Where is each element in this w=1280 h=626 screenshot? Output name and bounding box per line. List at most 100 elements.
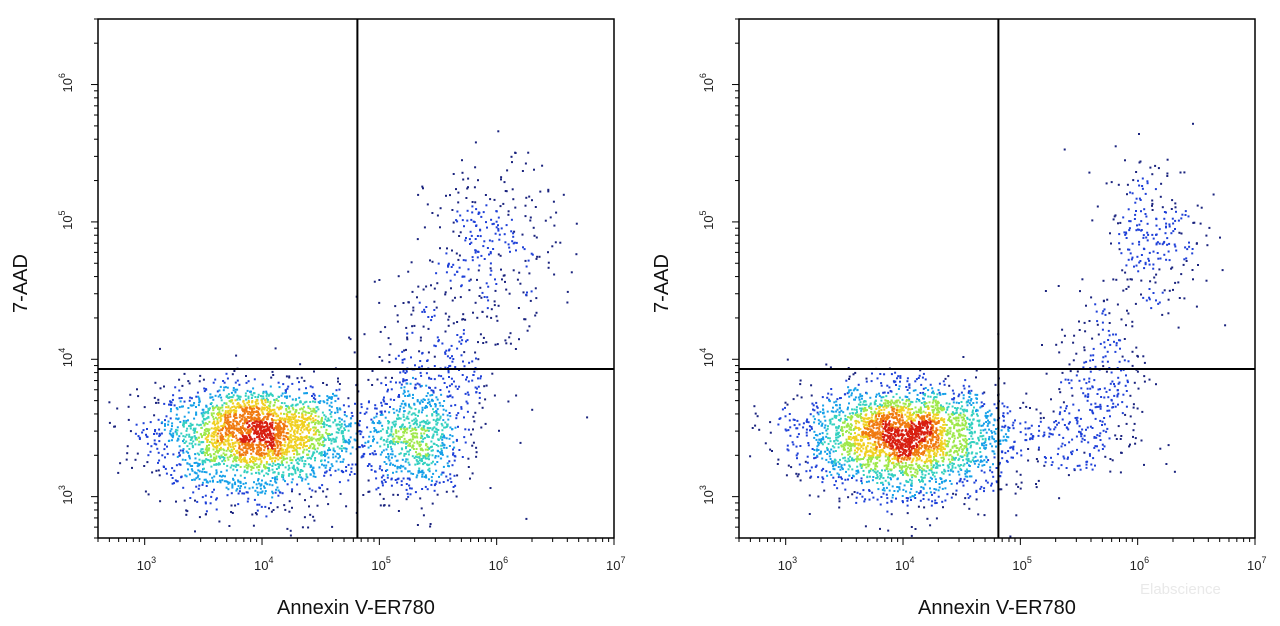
event-dot xyxy=(428,386,430,389)
event-dot xyxy=(983,514,986,517)
event-dot xyxy=(382,504,385,507)
event-dot xyxy=(251,418,254,421)
event-dot xyxy=(1109,382,1112,385)
event-dot xyxy=(919,369,922,372)
event-dot xyxy=(318,466,321,469)
event-dot xyxy=(212,435,215,438)
event-dot xyxy=(463,225,465,228)
event-dot xyxy=(289,456,292,459)
event-dot xyxy=(406,382,409,385)
event-dot xyxy=(222,441,225,444)
event-dot xyxy=(1107,339,1110,341)
event-dot xyxy=(354,422,357,425)
event-dot xyxy=(340,432,343,435)
event-dot xyxy=(260,451,263,454)
event-dot xyxy=(515,249,517,252)
event-dot xyxy=(325,464,328,467)
event-dot xyxy=(224,459,227,462)
event-dot xyxy=(234,391,237,394)
event-dot xyxy=(341,430,344,433)
event-dot xyxy=(393,411,396,414)
event-dot xyxy=(445,409,448,412)
event-dot xyxy=(259,422,261,425)
event-dot xyxy=(466,391,469,394)
event-dot xyxy=(268,409,271,411)
event-dot xyxy=(164,456,166,459)
event-dot xyxy=(1043,431,1046,434)
event-dot xyxy=(387,420,390,422)
event-dot xyxy=(269,463,272,466)
event-dot xyxy=(497,253,500,256)
event-dot xyxy=(183,438,185,441)
event-dot xyxy=(216,481,219,483)
event-dot xyxy=(236,451,239,454)
event-dot xyxy=(332,456,335,459)
event-dot xyxy=(338,481,341,484)
event-dot xyxy=(232,435,234,438)
event-dot xyxy=(1151,209,1154,211)
event-dot xyxy=(452,263,455,266)
event-dot xyxy=(220,475,223,478)
event-dot xyxy=(244,443,246,445)
event-dot xyxy=(251,442,254,445)
event-dot xyxy=(208,407,211,410)
event-dot xyxy=(228,525,231,527)
event-dot xyxy=(228,421,231,424)
event-dot xyxy=(249,407,252,410)
event-dot xyxy=(272,404,275,407)
event-dot xyxy=(163,385,165,388)
event-dot xyxy=(171,482,174,485)
event-dot xyxy=(493,304,496,307)
event-dot xyxy=(329,413,332,415)
event-dot xyxy=(796,475,799,478)
event-dot xyxy=(390,388,393,391)
event-dot xyxy=(1167,444,1170,447)
event-dot xyxy=(950,496,953,499)
event-dot xyxy=(235,416,238,419)
event-dot xyxy=(1094,365,1097,368)
event-dot xyxy=(224,454,226,457)
event-dot xyxy=(299,401,302,404)
event-dot xyxy=(283,423,286,426)
events-layer xyxy=(108,130,589,537)
event-dot xyxy=(880,382,883,385)
event-dot xyxy=(280,412,282,415)
event-dot xyxy=(484,422,487,425)
event-dot xyxy=(234,413,237,415)
event-dot xyxy=(1136,370,1139,373)
event-dot xyxy=(279,417,281,420)
event-dot xyxy=(203,412,206,415)
event-dot xyxy=(1103,341,1106,344)
event-dot xyxy=(1182,263,1185,266)
event-dot xyxy=(309,385,312,388)
event-dot xyxy=(367,446,370,449)
event-dot xyxy=(423,399,426,401)
event-dot xyxy=(263,474,265,477)
event-dot xyxy=(170,408,172,410)
event-dot xyxy=(1166,243,1169,246)
event-dot xyxy=(1001,457,1004,460)
event-dot xyxy=(290,446,293,449)
event-dot xyxy=(1155,273,1158,276)
event-dot xyxy=(799,379,802,382)
event-dot xyxy=(955,489,958,492)
event-dot xyxy=(292,464,295,467)
event-dot xyxy=(250,419,253,422)
event-dot xyxy=(183,499,186,502)
event-dot xyxy=(1081,278,1084,281)
event-dot xyxy=(222,435,224,438)
event-dot xyxy=(301,419,303,422)
event-dot xyxy=(282,474,285,477)
event-dot xyxy=(369,453,372,456)
event-dot xyxy=(273,419,276,422)
event-dot xyxy=(178,451,181,454)
event-dot xyxy=(386,476,389,479)
event-dot xyxy=(467,428,470,431)
event-dot xyxy=(426,435,429,438)
event-dot xyxy=(473,420,476,423)
event-dot xyxy=(1084,330,1087,333)
event-dot xyxy=(1133,218,1136,220)
event-dot xyxy=(975,369,978,372)
event-dot xyxy=(277,418,280,421)
